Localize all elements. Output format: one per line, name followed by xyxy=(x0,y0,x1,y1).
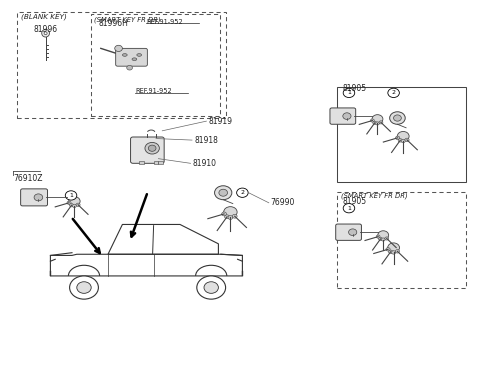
Text: REF.91-952: REF.91-952 xyxy=(135,88,172,94)
Ellipse shape xyxy=(373,121,377,124)
Ellipse shape xyxy=(401,139,405,143)
Ellipse shape xyxy=(222,212,227,216)
Ellipse shape xyxy=(398,139,402,142)
Ellipse shape xyxy=(343,113,351,120)
Ellipse shape xyxy=(232,214,237,218)
Ellipse shape xyxy=(44,32,47,34)
Circle shape xyxy=(343,88,355,98)
Ellipse shape xyxy=(379,237,383,240)
Circle shape xyxy=(197,276,226,299)
Ellipse shape xyxy=(67,201,71,204)
Ellipse shape xyxy=(396,250,399,253)
Circle shape xyxy=(69,197,80,206)
Text: 1: 1 xyxy=(347,91,351,95)
Text: REF.91-952: REF.91-952 xyxy=(146,19,183,25)
Ellipse shape xyxy=(145,142,159,154)
Text: 76990: 76990 xyxy=(270,198,295,207)
Circle shape xyxy=(397,132,409,141)
Bar xyxy=(158,161,163,164)
Text: 81918: 81918 xyxy=(194,135,218,145)
Ellipse shape xyxy=(396,136,400,140)
Ellipse shape xyxy=(394,115,401,121)
Ellipse shape xyxy=(379,121,383,124)
FancyBboxPatch shape xyxy=(336,224,361,240)
Circle shape xyxy=(65,191,77,200)
Circle shape xyxy=(115,45,122,51)
Text: 2: 2 xyxy=(392,91,396,95)
Text: 1: 1 xyxy=(347,206,351,211)
Circle shape xyxy=(343,204,355,213)
Ellipse shape xyxy=(72,204,76,207)
Text: 81905: 81905 xyxy=(342,84,366,93)
Ellipse shape xyxy=(375,122,379,125)
Text: 81910: 81910 xyxy=(193,159,217,168)
Ellipse shape xyxy=(388,250,393,253)
Ellipse shape xyxy=(386,248,390,251)
Ellipse shape xyxy=(228,216,233,219)
Text: 1: 1 xyxy=(69,193,73,198)
Ellipse shape xyxy=(376,235,380,238)
Bar xyxy=(337,87,466,182)
Ellipse shape xyxy=(42,29,49,37)
Text: (BLANK KEY): (BLANK KEY) xyxy=(21,14,67,20)
Bar xyxy=(17,12,226,118)
Circle shape xyxy=(127,65,132,70)
Ellipse shape xyxy=(390,112,405,124)
Circle shape xyxy=(388,88,399,98)
Ellipse shape xyxy=(219,189,228,196)
Ellipse shape xyxy=(225,215,229,219)
Text: 2: 2 xyxy=(240,190,244,195)
Bar xyxy=(154,161,158,164)
Circle shape xyxy=(237,188,248,197)
Circle shape xyxy=(204,282,218,293)
Ellipse shape xyxy=(215,186,232,200)
Text: 76910Z: 76910Z xyxy=(13,173,43,183)
FancyBboxPatch shape xyxy=(131,137,164,163)
Text: (SMART KEY FR DR): (SMART KEY FR DR) xyxy=(341,192,408,199)
Text: (SMART KEY FR DR): (SMART KEY FR DR) xyxy=(94,16,161,23)
Ellipse shape xyxy=(76,203,80,206)
Ellipse shape xyxy=(137,54,142,56)
FancyBboxPatch shape xyxy=(330,108,356,124)
Ellipse shape xyxy=(122,54,127,56)
Text: 81996H: 81996H xyxy=(98,19,128,28)
Ellipse shape xyxy=(405,138,409,142)
Ellipse shape xyxy=(348,229,357,236)
Circle shape xyxy=(77,282,91,293)
Ellipse shape xyxy=(70,204,73,207)
Circle shape xyxy=(70,276,98,299)
Ellipse shape xyxy=(148,145,156,151)
Ellipse shape xyxy=(385,237,389,240)
FancyBboxPatch shape xyxy=(116,48,147,66)
Ellipse shape xyxy=(371,119,374,122)
Bar xyxy=(139,161,144,164)
Text: 81919: 81919 xyxy=(209,116,233,126)
Ellipse shape xyxy=(132,58,137,60)
Circle shape xyxy=(372,115,383,123)
Circle shape xyxy=(378,231,389,240)
Ellipse shape xyxy=(392,251,396,254)
Circle shape xyxy=(224,207,237,217)
Text: 81905: 81905 xyxy=(342,197,366,206)
Ellipse shape xyxy=(34,194,43,201)
Circle shape xyxy=(388,243,399,252)
Ellipse shape xyxy=(381,238,385,241)
Bar xyxy=(337,192,466,288)
Bar xyxy=(91,14,220,116)
Text: 81996: 81996 xyxy=(34,25,58,34)
FancyBboxPatch shape xyxy=(21,189,48,206)
